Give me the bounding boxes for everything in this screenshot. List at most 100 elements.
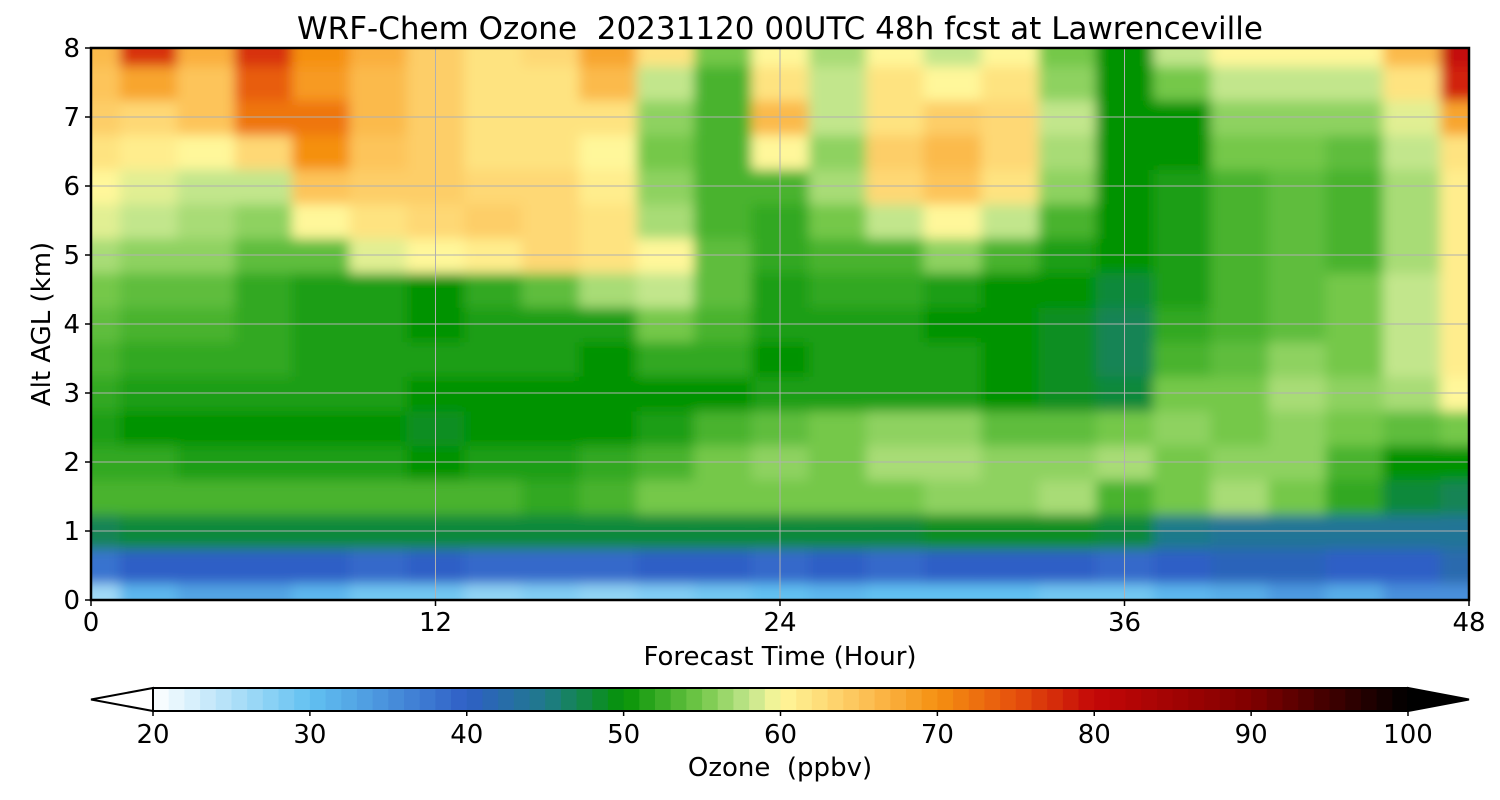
field-cell: [349, 48, 408, 67]
field-cell: [521, 582, 580, 600]
colorbar-level: [811, 688, 829, 711]
field-cell: [91, 65, 121, 101]
ozone-field: [91, 48, 1469, 600]
field-cell: [1038, 479, 1097, 515]
field-cell: [521, 203, 580, 239]
field-cell: [521, 375, 580, 412]
field-cell: [808, 272, 868, 308]
field-cell: [579, 203, 638, 239]
colorbar-level: [639, 688, 656, 711]
field-cell: [693, 375, 753, 412]
field-cell: [808, 306, 868, 343]
field-cell: [1440, 548, 1469, 584]
field-cell: [292, 375, 351, 412]
field-cell: [91, 48, 121, 67]
field-cell: [177, 306, 236, 343]
colorbar-level: [404, 688, 421, 711]
field-cell: [923, 410, 982, 446]
field-cell: [349, 272, 408, 308]
field-cell: [1210, 203, 1269, 239]
colorbar-level: [827, 688, 844, 711]
field-cell: [923, 513, 982, 550]
field-cell: [464, 375, 523, 412]
colorbar-level: [388, 688, 405, 711]
field-cell: [349, 582, 408, 600]
field-cell: [1325, 168, 1384, 205]
colorbar-level: [702, 688, 719, 711]
field-cell: [1153, 272, 1212, 308]
field-cell: [981, 168, 1040, 205]
field-cell: [464, 65, 523, 101]
field-cell: [923, 99, 982, 136]
colorbar-level: [341, 688, 358, 711]
field-cell: [1210, 168, 1269, 205]
field-cell: [808, 513, 868, 550]
field-cell: [1440, 375, 1469, 412]
field-cell: [349, 341, 408, 377]
field-cell: [292, 134, 351, 170]
colorbar-level: [1345, 688, 1362, 711]
field-cell: [981, 410, 1040, 446]
field-cell: [636, 410, 695, 446]
field-cell: [349, 306, 408, 343]
field-cell: [808, 203, 868, 239]
field-cell: [579, 48, 638, 67]
field-cell: [1153, 582, 1212, 600]
field-cell: [292, 548, 351, 584]
colorbar-tick-label: 100: [1383, 720, 1433, 750]
field-cell: [91, 479, 121, 515]
colorbar-level: [623, 688, 640, 711]
field-cell: [464, 203, 523, 239]
field-cell: [1268, 65, 1327, 101]
field-cell: [91, 375, 121, 412]
field-cell: [119, 272, 179, 308]
field-cell: [349, 479, 408, 515]
field-cell: [1038, 99, 1097, 136]
field-cell: [923, 168, 982, 205]
field-cell: [1268, 99, 1327, 136]
field-cell: [636, 444, 695, 481]
field-cell: [91, 134, 121, 170]
field-cell: [521, 341, 580, 377]
field-cell: [119, 479, 179, 515]
x-tick-label: 0: [83, 608, 100, 638]
field-cell: [1210, 548, 1269, 584]
field-cell: [866, 306, 925, 343]
colorbar-level: [200, 688, 217, 711]
field-cell: [521, 410, 580, 446]
field-cell: [1153, 168, 1212, 205]
field-cell: [234, 479, 293, 515]
field-cell: [1325, 375, 1384, 412]
field-cell: [636, 375, 695, 412]
field-cell: [1153, 203, 1212, 239]
field-cell: [292, 168, 351, 205]
field-cell: [1382, 48, 1442, 67]
field-cell: [177, 444, 236, 481]
colorbar-level: [1172, 688, 1189, 711]
field-cell: [521, 99, 580, 136]
field-cell: [693, 548, 753, 584]
field-cell: [521, 306, 580, 343]
field-cell: [1382, 410, 1442, 446]
colorbar-level: [153, 688, 170, 711]
field-cell: [234, 444, 293, 481]
field-cell: [923, 272, 982, 308]
field-cell: [1153, 341, 1212, 377]
colorbar-level: [1125, 688, 1142, 711]
field-cell: [119, 410, 179, 446]
field-cell: [1440, 203, 1469, 239]
field-cell: [1210, 306, 1269, 343]
colorbar-level: [906, 688, 923, 711]
field-cell: [808, 444, 868, 481]
field-cell: [1440, 513, 1469, 550]
colorbar-level: [513, 688, 531, 711]
colorbar-level: [1360, 688, 1378, 711]
field-cell: [234, 513, 293, 550]
field-cell: [177, 99, 236, 136]
colorbar-level: [1204, 688, 1221, 711]
field-cell: [1382, 513, 1442, 550]
field-cell: [1153, 48, 1212, 67]
field-cell: [1210, 341, 1269, 377]
field-cell: [579, 99, 638, 136]
field-cell: [349, 513, 408, 550]
